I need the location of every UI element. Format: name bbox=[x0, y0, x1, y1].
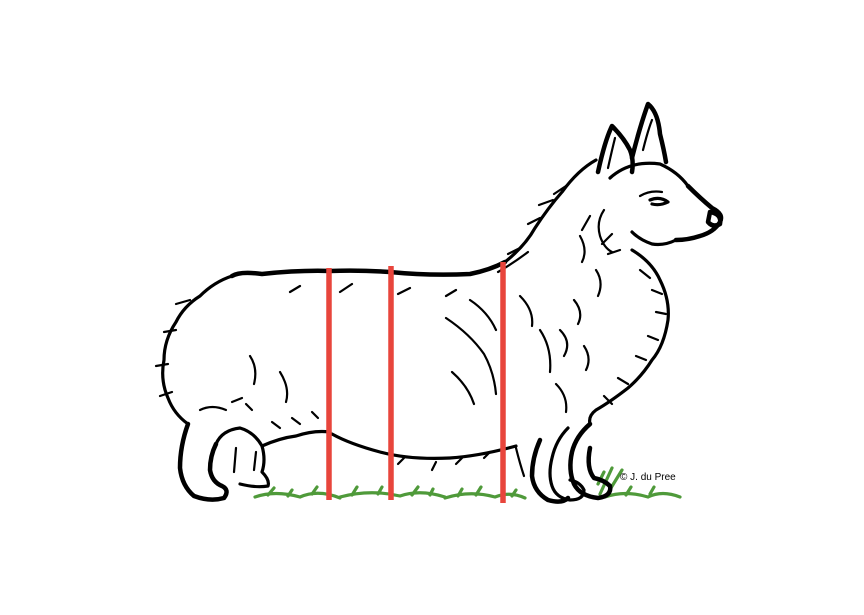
corgi-outline bbox=[154, 101, 724, 504]
measure-lines bbox=[326, 262, 506, 503]
artist-credit: © J. du Pree bbox=[620, 472, 676, 483]
grass bbox=[253, 466, 682, 500]
